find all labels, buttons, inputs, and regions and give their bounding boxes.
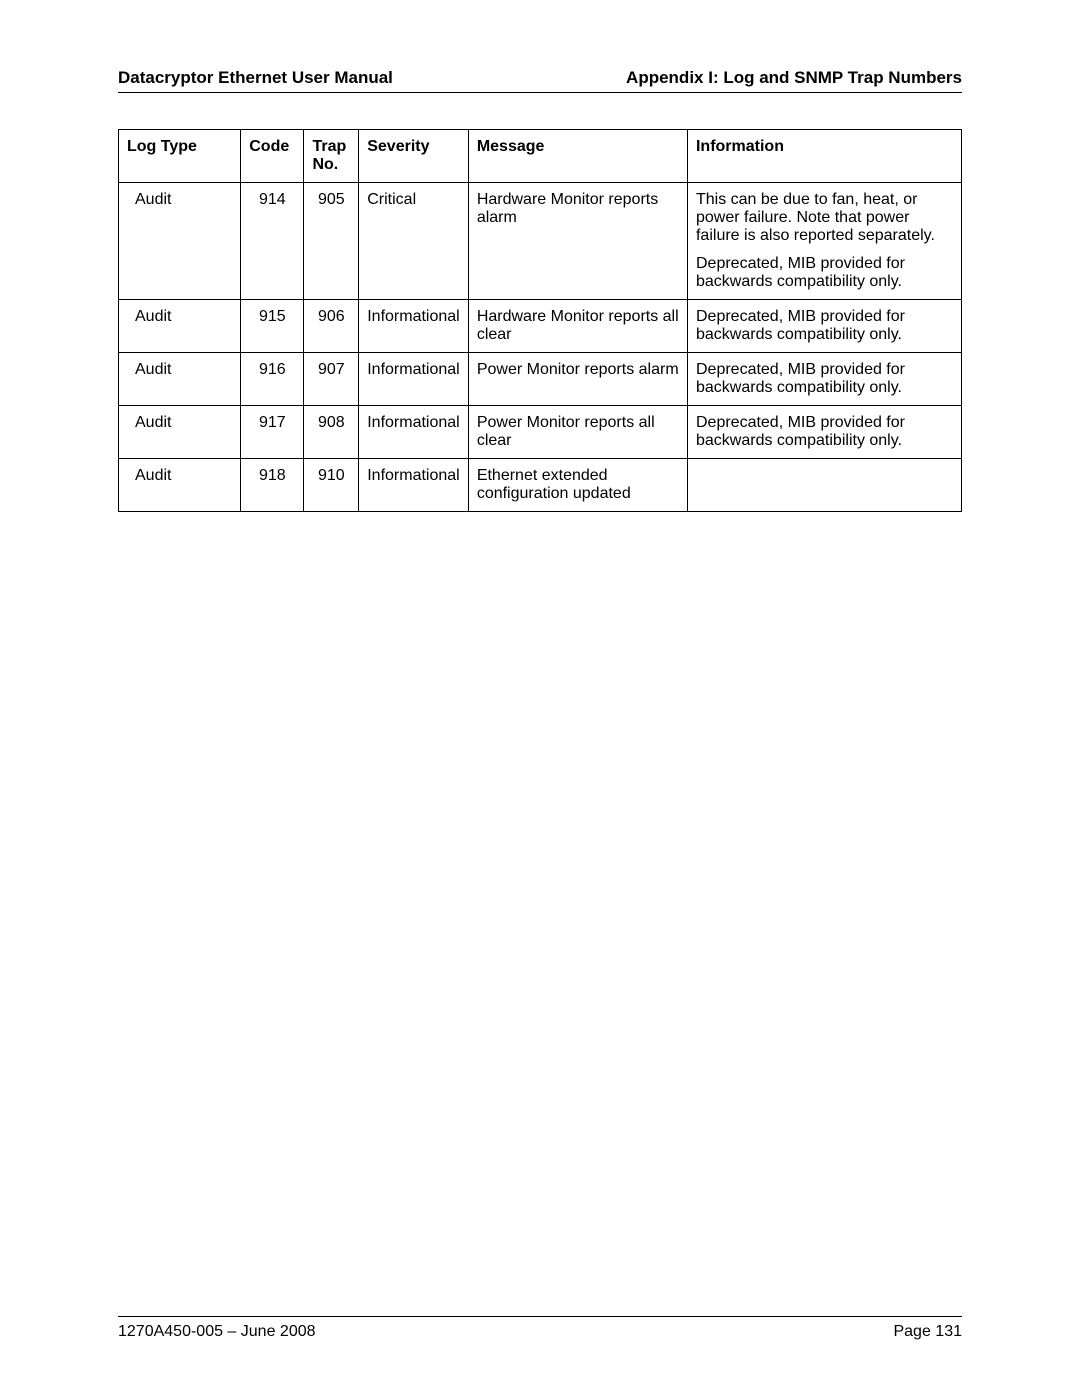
- cell-code: 918: [241, 459, 304, 512]
- col-trap-no: Trap No.: [304, 130, 359, 183]
- table-row: Audit915906InformationalHardware Monitor…: [119, 300, 962, 353]
- col-code: Code: [241, 130, 304, 183]
- cell-code: 914: [241, 183, 304, 300]
- info-paragraph: Deprecated, MIB provided for backwards c…: [696, 414, 953, 450]
- cell-trap-no: 905: [304, 183, 359, 300]
- page-footer: 1270A450-005 – June 2008 Page 131: [118, 1316, 962, 1341]
- cell-information: Deprecated, MIB provided for backwards c…: [687, 300, 961, 353]
- log-table: Log Type Code Trap No. Severity Message …: [118, 129, 962, 512]
- table-row: Audit914905CriticalHardware Monitor repo…: [119, 183, 962, 300]
- cell-log-type: Audit: [119, 459, 241, 512]
- cell-log-type: Audit: [119, 353, 241, 406]
- log-table-wrap: Log Type Code Trap No. Severity Message …: [118, 129, 962, 512]
- cell-severity: Critical: [359, 183, 469, 300]
- cell-information: Deprecated, MIB provided for backwards c…: [687, 406, 961, 459]
- table-row: Audit918910InformationalEthernet extende…: [119, 459, 962, 512]
- cell-severity: Informational: [359, 300, 469, 353]
- footer-right: Page 131: [893, 1323, 962, 1341]
- cell-log-type: Audit: [119, 406, 241, 459]
- cell-log-type: Audit: [119, 183, 241, 300]
- page: Datacryptor Ethernet User Manual Appendi…: [0, 0, 1080, 1397]
- cell-trap-no: 908: [304, 406, 359, 459]
- table-row: Audit917908InformationalPower Monitor re…: [119, 406, 962, 459]
- cell-message: Power Monitor reports all clear: [468, 406, 687, 459]
- cell-information: Deprecated, MIB provided for backwards c…: [687, 353, 961, 406]
- cell-severity: Informational: [359, 353, 469, 406]
- cell-message: Hardware Monitor reports all clear: [468, 300, 687, 353]
- cell-code: 915: [241, 300, 304, 353]
- table-row: Audit916907InformationalPower Monitor re…: [119, 353, 962, 406]
- col-message: Message: [468, 130, 687, 183]
- header-right: Appendix I: Log and SNMP Trap Numbers: [626, 68, 962, 88]
- col-log-type: Log Type: [119, 130, 241, 183]
- info-paragraph: This can be due to fan, heat, or power f…: [696, 191, 953, 245]
- cell-trap-no: 910: [304, 459, 359, 512]
- info-paragraph: Deprecated, MIB provided for backwards c…: [696, 255, 953, 291]
- cell-severity: Informational: [359, 406, 469, 459]
- cell-trap-no: 907: [304, 353, 359, 406]
- cell-information: [687, 459, 961, 512]
- cell-code: 917: [241, 406, 304, 459]
- col-severity: Severity: [359, 130, 469, 183]
- cell-code: 916: [241, 353, 304, 406]
- cell-message: Ethernet extended configuration updated: [468, 459, 687, 512]
- col-information: Information: [687, 130, 961, 183]
- info-paragraph: Deprecated, MIB provided for backwards c…: [696, 361, 953, 397]
- cell-message: Power Monitor reports alarm: [468, 353, 687, 406]
- log-table-head: Log Type Code Trap No. Severity Message …: [119, 130, 962, 183]
- table-header-row: Log Type Code Trap No. Severity Message …: [119, 130, 962, 183]
- header-left: Datacryptor Ethernet User Manual: [118, 68, 393, 88]
- info-paragraph: Deprecated, MIB provided for backwards c…: [696, 308, 953, 344]
- cell-trap-no: 906: [304, 300, 359, 353]
- cell-log-type: Audit: [119, 300, 241, 353]
- cell-severity: Informational: [359, 459, 469, 512]
- page-header: Datacryptor Ethernet User Manual Appendi…: [118, 68, 962, 93]
- log-table-body: Audit914905CriticalHardware Monitor repo…: [119, 183, 962, 512]
- cell-information: This can be due to fan, heat, or power f…: [687, 183, 961, 300]
- cell-message: Hardware Monitor reports alarm: [468, 183, 687, 300]
- footer-left: 1270A450-005 – June 2008: [118, 1323, 316, 1341]
